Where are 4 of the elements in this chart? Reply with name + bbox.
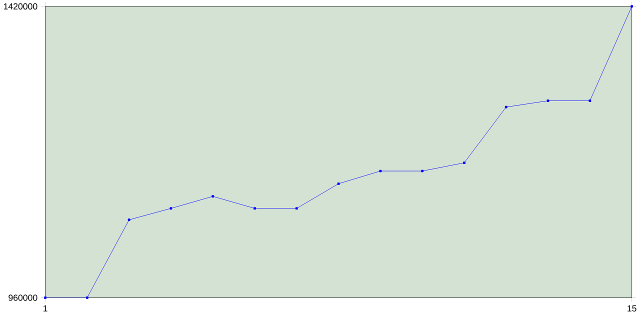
x-tick-label: 1: [43, 305, 48, 312]
x-tick-label: 15: [628, 305, 636, 312]
y-tick-label: 1420000: [4, 3, 38, 10]
y-tick-label: 960000: [8, 294, 38, 301]
